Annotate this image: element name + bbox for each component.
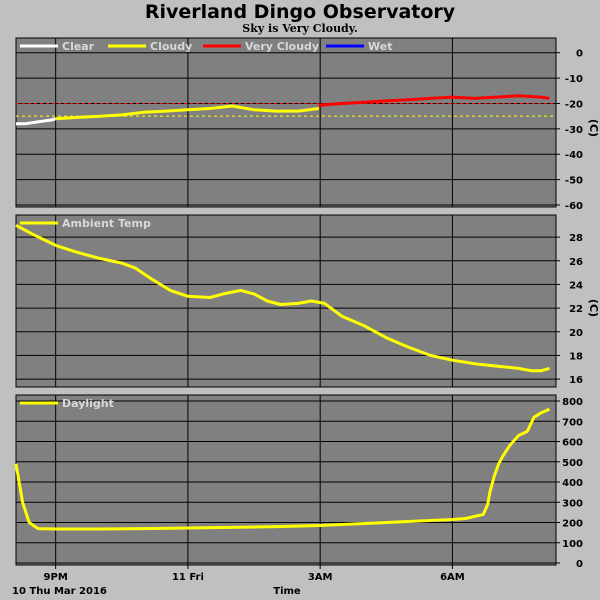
y-tick-label: 18 (569, 351, 583, 362)
series-line-cloudy (55, 104, 319, 121)
legend-label: Wet (368, 40, 392, 53)
y-tick-label: -50 (565, 176, 583, 187)
y-tick-label: 26 (569, 257, 583, 268)
series-line-ambient-temp (15, 223, 550, 373)
y-tick-label: 0 (576, 559, 583, 570)
y-tick-label: -30 (565, 125, 583, 136)
y-tick-label: 800 (562, 397, 583, 408)
y-axis-unit: (C) (587, 119, 600, 137)
y-tick-label: 400 (562, 478, 583, 489)
x-tick-label: 11 Fri (172, 572, 204, 583)
date-label: 10 Thu Mar 2016 (12, 586, 107, 597)
y-tick-label: 600 (562, 438, 583, 449)
y-tick-label: 20 (569, 328, 583, 339)
series-line-very-cloudy (318, 94, 550, 108)
series-line-daylight (14, 407, 551, 531)
y-tick-label: 28 (569, 233, 583, 244)
y-tick-label: 0 (576, 49, 583, 60)
chart-panel-2: 28 26 24 22 20 18 16 Ambient Temp (C) (15, 214, 600, 388)
page-title: Riverland Dingo Observatory (144, 1, 456, 23)
series-line-clear (16, 117, 57, 126)
y-tick-label: 22 (569, 304, 583, 315)
y-tick-label: 300 (562, 498, 583, 509)
chart-panel-3: 800 700 600 500 400 300 200 100 0 Daylight (14, 394, 583, 570)
y-axis-unit: (C) (587, 299, 600, 317)
plot-area (15, 37, 557, 208)
legend-label: Ambient Temp (62, 217, 151, 230)
legend-label: Very Cloudy (245, 40, 319, 53)
y-tick-label: 100 (562, 539, 583, 550)
sky-status: Sky is Very Cloudy. (242, 22, 358, 35)
y-tick-label: 16 (569, 375, 583, 386)
y-tick-label: -60 (565, 201, 583, 212)
plot-area (15, 394, 557, 566)
legend-label: Daylight (62, 397, 114, 410)
y-tick-label: 200 (562, 519, 583, 530)
y-tick-label: -20 (565, 99, 583, 110)
chart-panel-1: 0 -10 -20 -30 -40 -50 -60 Clear Cloudy Very Cloud… (15, 37, 600, 212)
y-tick-label: 700 (562, 417, 583, 428)
x-tick-label: 9PM (44, 572, 68, 583)
x-tick-label: 3AM (308, 572, 333, 583)
legend-label: Clear (62, 40, 95, 53)
x-tick-label: 6AM (440, 572, 465, 583)
y-tick-label: 500 (562, 458, 583, 469)
y-tick-label: -10 (565, 74, 583, 85)
y-tick-label: -40 (565, 150, 583, 161)
plot-area (15, 214, 557, 388)
x-axis-label: Time (273, 586, 301, 597)
legend-label: Cloudy (150, 40, 192, 53)
y-tick-label: 24 (569, 280, 583, 291)
